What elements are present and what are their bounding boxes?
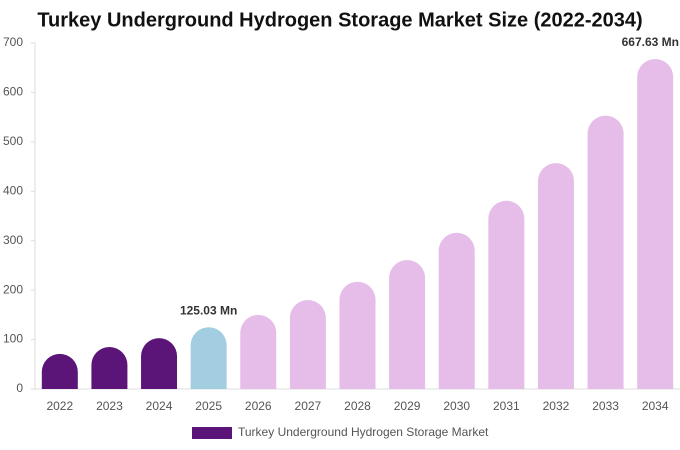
x-tick-label: 2031 xyxy=(493,399,520,413)
x-tick-label: 2023 xyxy=(96,399,123,413)
legend-swatch xyxy=(192,427,232,439)
y-tick-label: 600 xyxy=(3,85,23,99)
y-tick-label: 300 xyxy=(3,233,23,247)
bar xyxy=(339,281,376,389)
value-label: 125.03 Mn xyxy=(180,303,237,317)
x-tick-label: 2029 xyxy=(394,399,421,413)
bar xyxy=(141,338,178,389)
bar xyxy=(587,115,624,389)
bar xyxy=(41,353,78,389)
x-tick-label: 2030 xyxy=(443,399,470,413)
value-label: 667.63 Mn xyxy=(622,35,679,49)
bar xyxy=(537,163,574,389)
x-tick-label: 2024 xyxy=(146,399,173,413)
legend-label: Turkey Underground Hydrogen Storage Mark… xyxy=(238,425,489,439)
y-tick-label: 700 xyxy=(3,35,23,49)
bar xyxy=(240,314,277,389)
bar xyxy=(190,327,227,389)
y-tick-label: 400 xyxy=(3,183,23,197)
x-tick-label: 2034 xyxy=(642,399,669,413)
x-tick-label: 2022 xyxy=(46,399,73,413)
bar xyxy=(488,200,525,389)
bar xyxy=(289,300,326,389)
y-tick-label: 200 xyxy=(3,282,23,296)
x-tick-label: 2033 xyxy=(592,399,619,413)
x-tick-label: 2027 xyxy=(295,399,322,413)
x-tick-label: 2026 xyxy=(245,399,272,413)
x-tick-label: 2028 xyxy=(344,399,371,413)
y-tick-label: 100 xyxy=(3,332,23,346)
x-tick-label: 2032 xyxy=(543,399,570,413)
bar xyxy=(438,232,475,389)
bar xyxy=(389,259,426,389)
bar xyxy=(91,346,128,389)
y-tick-label: 500 xyxy=(3,134,23,148)
bar xyxy=(637,59,674,389)
x-tick-label: 2025 xyxy=(195,399,222,413)
chart-title: Turkey Underground Hydrogen Storage Mark… xyxy=(37,9,642,31)
y-tick-label: 0 xyxy=(16,381,23,395)
